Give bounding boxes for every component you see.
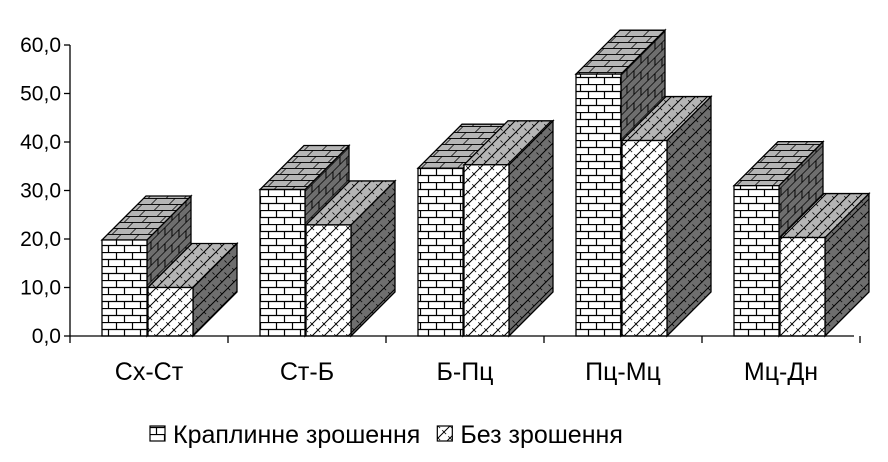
legend: Краплинне зрошення Без зрошення [149, 421, 623, 449]
bar-none-2 [462, 119, 555, 338]
bar-front [259, 188, 306, 337]
legend-label-0: Краплинне зрошення [173, 421, 420, 449]
y-tick-label: 0,0 [32, 325, 61, 348]
y-tick-label: 50,0 [20, 83, 61, 106]
bar-none-0 [146, 241, 239, 338]
y-tick-label: 10,0 [20, 277, 61, 300]
bar-none-4 [778, 191, 871, 338]
bar-front [147, 286, 194, 337]
category-label-3: Пц-Мц [585, 358, 661, 386]
legend-swatch-1 [436, 425, 453, 442]
bar-front [305, 224, 352, 337]
bar-none-3 [620, 94, 713, 338]
legend-label-1: Без зрошення [460, 421, 623, 449]
category-label-4: Мц-Дн [744, 358, 818, 386]
bar-front [463, 164, 510, 337]
x-axis: Сх-Ст Ст-Б Б-Пц Пц-Мц Мц-Дн [69, 335, 861, 386]
y-tick-label: 60,0 [20, 34, 61, 57]
legend-swatch-0 [149, 425, 166, 442]
bar-front [417, 167, 464, 337]
y-axis: 0,0 10,0 20,0 30,0 40,0 50,0 60,0 [20, 34, 71, 348]
category-label-2: Б-Пц [436, 358, 493, 386]
category-label-1: Ст-Б [280, 358, 334, 386]
bar-front [733, 184, 780, 337]
bar-front [779, 236, 826, 337]
bar-front [621, 139, 668, 337]
y-tick-label: 40,0 [20, 131, 61, 154]
bars-layer [100, 28, 871, 338]
bar-front [575, 73, 622, 337]
bar-front [101, 239, 148, 337]
bar-none-1 [304, 179, 397, 338]
category-label-0: Сх-Ст [115, 358, 184, 386]
y-tick-label: 30,0 [20, 180, 61, 203]
y-tick-label: 20,0 [20, 228, 61, 251]
